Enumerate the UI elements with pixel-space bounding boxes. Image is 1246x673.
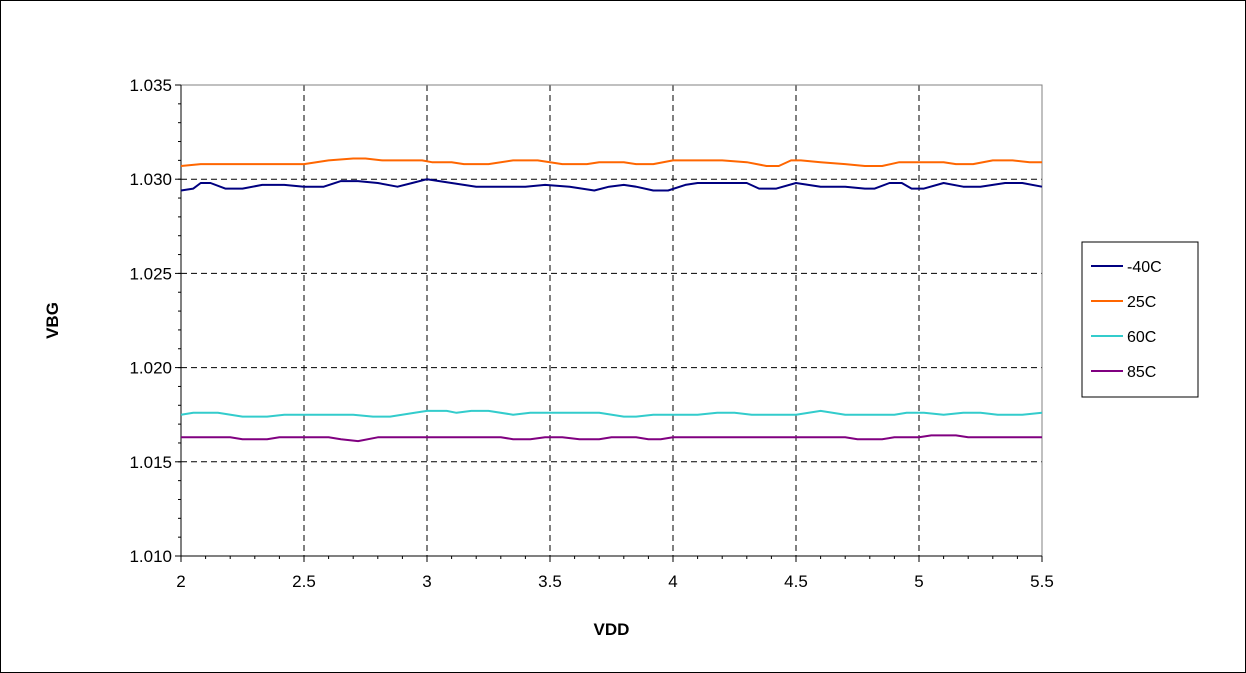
legend-label: 85C — [1127, 364, 1156, 381]
x-tick-label: 5.5 — [1030, 572, 1054, 591]
gridlines — [181, 85, 1042, 556]
legend-label: 25C — [1127, 294, 1156, 311]
legend-label: -40C — [1127, 259, 1162, 276]
series-line — [180, 178, 1043, 192]
x-tick-label: 5 — [914, 572, 923, 591]
x-tick-label: 4.5 — [784, 572, 808, 591]
series-line — [181, 434, 1042, 443]
legend-label: 60C — [1127, 329, 1156, 346]
x-tick-label: 3 — [422, 572, 431, 591]
plot-area — [180, 84, 1043, 557]
x-tick-label: 4 — [668, 572, 677, 591]
y-tick-label: 1.030 — [129, 170, 172, 189]
y-axis-title: VBG — [43, 302, 62, 339]
y-tick-label: 1.025 — [129, 264, 172, 283]
x-tick-label: 2.5 — [292, 572, 316, 591]
y-tick-label: 1.020 — [129, 359, 172, 378]
series-line — [180, 409, 1043, 418]
y-tick-label: 1.010 — [129, 547, 172, 566]
series-line — [180, 157, 1042, 167]
x-axis-title: VDD — [594, 620, 630, 639]
x-tick-label: 2 — [176, 572, 185, 591]
x-tick-label: 3.5 — [538, 572, 562, 591]
y-tick-label: 1.015 — [129, 453, 172, 472]
axes: 1.010 1.015 1.020 1.025 1.030 1.035 2 2.5 3 3.5 4 4… — [129, 76, 1053, 591]
legend: -40C 25C 60C 85C — [1081, 241, 1199, 398]
y-tick-label: 1.035 — [129, 76, 172, 95]
series-lines — [180, 157, 1043, 443]
